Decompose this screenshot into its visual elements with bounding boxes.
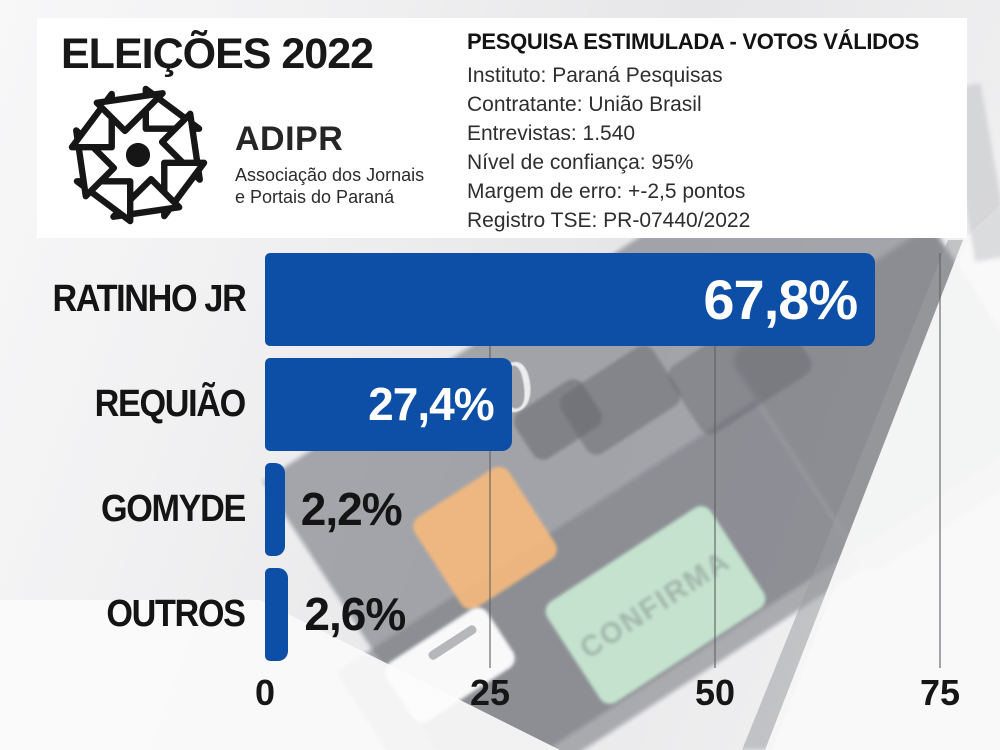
survey-details: Instituto: Paraná Pesquisas Contratante:… [467, 61, 750, 235]
survey-title: PESQUISA ESTIMULADA - VOTOS VÁLIDOS [467, 29, 919, 54]
bar-category-label: RATINHO JR [52, 278, 246, 320]
bar-category-label: OUTROS [106, 593, 247, 635]
bar [265, 253, 876, 346]
bar-value-label: 2,2% [300, 483, 403, 535]
survey-detail-interviews: Entrevistas: 1.540 [467, 122, 636, 145]
survey-detail-contractor: Contratante: União Brasil [467, 93, 702, 116]
header-panel: ELEIÇÕES 2022 ADIPR Associação dos Jorna… [37, 18, 967, 238]
axis-tick-label: 25 [469, 672, 511, 713]
bar [265, 568, 289, 661]
bar-category-label: REQUIÃO [94, 383, 247, 425]
survey-detail-tse-registry: Registro TSE: PR-07440/2022 [467, 209, 751, 232]
axis-tick-label: 50 [694, 672, 736, 713]
page-title: ELEIÇÕES 2022 [61, 30, 374, 78]
survey-detail-confidence: Nível de confiança: 95% [467, 151, 694, 174]
bar-value-label: 27,4% [368, 378, 494, 430]
axis-gridline [489, 253, 491, 668]
axis-tick-label: 0 [254, 672, 276, 713]
axis-tick-label: 75 [919, 672, 961, 713]
survey-detail-margin: Margem de erro: +-2,5 pontos [467, 180, 746, 203]
bar-value-label: 67,8% [703, 268, 858, 331]
bar [265, 463, 285, 556]
axis-gridline [939, 253, 941, 668]
axis-gridline [714, 253, 716, 668]
adipr-pinwheel-logo-icon [68, 85, 208, 225]
survey-detail-institute: Instituto: Paraná Pesquisas [467, 64, 723, 87]
bar [265, 358, 512, 451]
org-name: Associação dos Jornais e Portais do Para… [235, 164, 424, 208]
bar-value-label: 2,6% [304, 588, 406, 640]
org-name-line2: e Portais do Paraná [235, 187, 395, 207]
org-name-line1: Associação dos Jornais [235, 165, 425, 185]
bar-category-label: GOMYDE [101, 488, 246, 530]
org-acronym: ADIPR [235, 120, 344, 158]
